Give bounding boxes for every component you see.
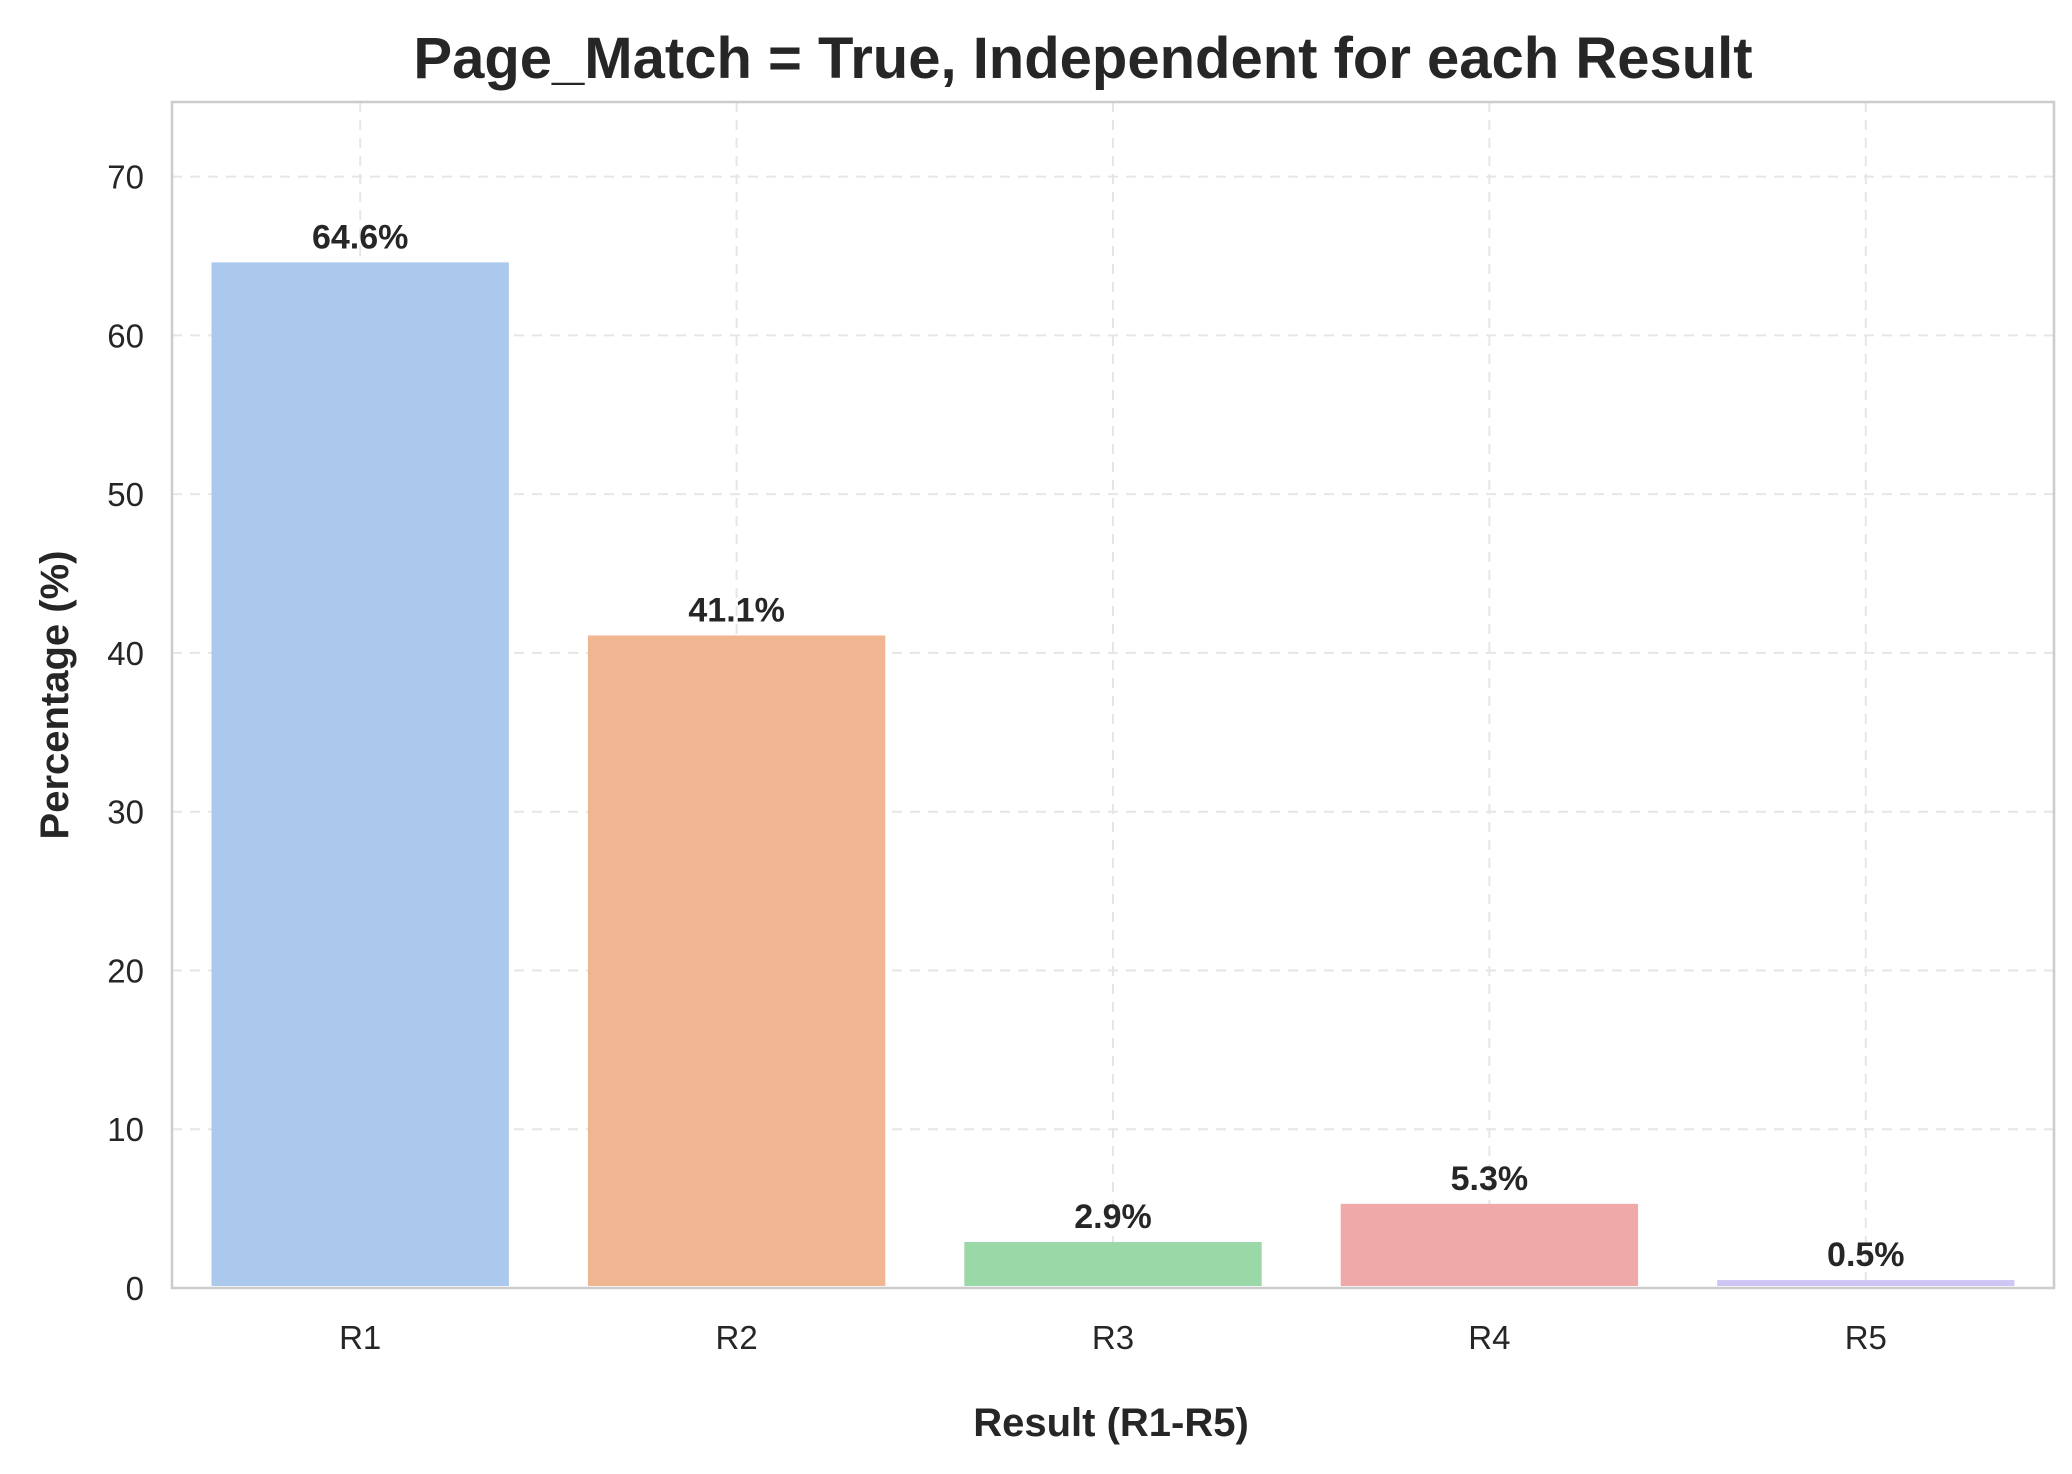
x-axis-ticks: R1 R2 R3 R4 R5	[339, 1319, 1887, 1356]
y-tick-label: 20	[107, 952, 144, 989]
bar-r3	[964, 1241, 1262, 1286]
data-label: 64.6%	[312, 218, 408, 256]
data-label: 41.1%	[688, 591, 784, 629]
y-tick-label: 60	[107, 317, 144, 354]
plot-frame	[170, 100, 2056, 1290]
bar-r4	[1340, 1203, 1639, 1286]
data-label: 0.5%	[1827, 1236, 1905, 1274]
y-tick-label: 50	[107, 476, 144, 513]
bar-r5	[1717, 1280, 2015, 1286]
x-axis-label: Result (R1-R5)	[973, 1401, 1249, 1445]
x-tick-label: R4	[1468, 1319, 1510, 1356]
y-tick-label: 70	[107, 159, 144, 196]
y-tick-label: 10	[107, 1111, 144, 1148]
data-label: 5.3%	[1451, 1160, 1529, 1198]
chart-title: Page_Match = True, Independent for each …	[413, 26, 1752, 91]
x-tick-label: R1	[339, 1319, 381, 1356]
data-label: 2.9%	[1074, 1198, 1152, 1236]
y-tick-label: 40	[107, 635, 144, 672]
y-tick-label: 30	[107, 794, 144, 831]
bars	[211, 262, 2015, 1286]
bar-r1	[211, 262, 509, 1286]
data-labels: 64.6% 41.1% 2.9% 5.3% 0.5%	[312, 218, 1905, 1274]
y-axis-ticks: 0 10 20 30 40 50 60 70	[107, 159, 144, 1307]
x-tick-label: R2	[716, 1319, 758, 1356]
x-tick-label: R3	[1092, 1319, 1134, 1356]
x-tick-label: R5	[1845, 1319, 1887, 1356]
y-tick-label: 0	[126, 1270, 144, 1307]
y-axis-label: Percentage (%)	[33, 551, 77, 840]
bar-r2	[587, 635, 886, 1286]
